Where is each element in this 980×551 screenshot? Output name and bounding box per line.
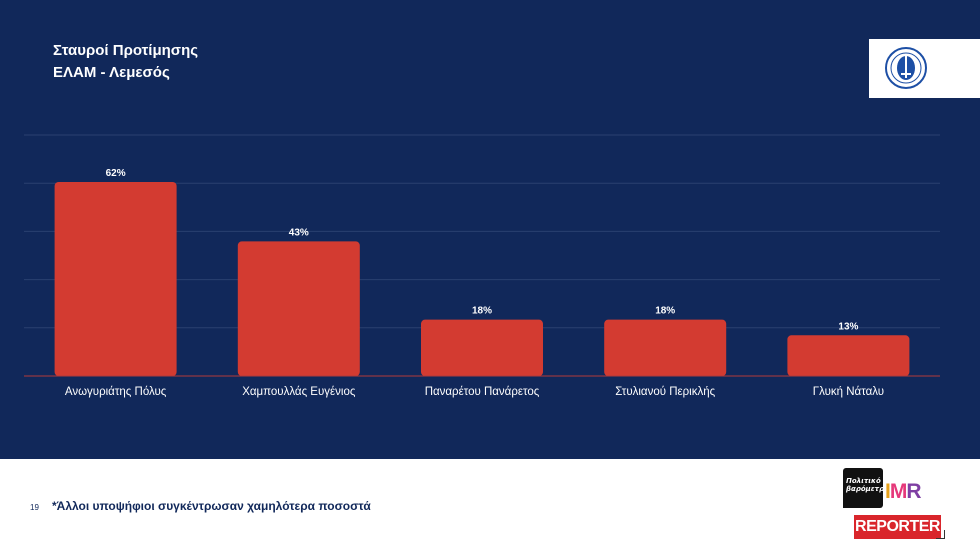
bars <box>54 181 910 376</box>
title-line-2: ΕΛΑΜ - Λεμεσός <box>53 64 170 81</box>
footnote: *Άλλοι υποψήφιοι συγκέντρωσαν χαμηλότερα… <box>52 499 371 513</box>
bar-chart: 62% 43% 18% 18% 13% Ανωγυριάτης Πόλυς Χαμπουλ… <box>24 134 940 398</box>
slide-title: Σταυροί Προτίμησης ΕΛΑΜ - Λεμεσός <box>53 40 198 84</box>
bar <box>604 319 727 376</box>
imr-letter-i: I <box>885 480 891 503</box>
category-label: Γλυκή Νάταλυ <box>813 386 884 398</box>
politiko-barometro-logo: Πολιτικό βαρόμετρο <box>843 468 889 508</box>
imr-letter-m: M <box>889 480 907 503</box>
politiko-barometro-text: Πολιτικό βαρόμετρο <box>846 477 889 493</box>
imr-letter-r: R <box>906 480 921 503</box>
bar <box>421 319 543 376</box>
party-logo-box <box>869 39 980 98</box>
category-labels: Ανωγυριάτης Πόλυς Χαμπουλλάς Ευγένιος Πανα… <box>65 386 884 398</box>
title-line-1: Σταυροί Προτίμησης <box>53 42 199 59</box>
reporter-logo: REPORTER <box>853 514 942 540</box>
bar <box>54 181 177 376</box>
data-labels: 62% 43% 18% 18% 13% <box>106 168 859 332</box>
category-label: Χαμπουλλάς Ευγένιος <box>242 386 356 398</box>
page-number: 19 <box>30 503 39 512</box>
corner-mark <box>936 530 945 539</box>
data-label: 62% <box>106 168 126 179</box>
category-label: Ανωγυριάτης Πόλυς <box>65 386 167 398</box>
imr-logo: IMR <box>885 480 922 504</box>
data-label: 13% <box>838 321 858 332</box>
bar <box>237 241 360 376</box>
bar <box>787 335 910 376</box>
data-label: 18% <box>655 306 675 317</box>
data-label: 18% <box>472 306 492 317</box>
category-label: Στυλιανού Περικλής <box>615 386 715 398</box>
category-label: Παναρέτου Πανάρετος <box>425 386 540 398</box>
elam-party-emblem-icon <box>885 47 927 89</box>
data-label: 43% <box>289 227 309 238</box>
